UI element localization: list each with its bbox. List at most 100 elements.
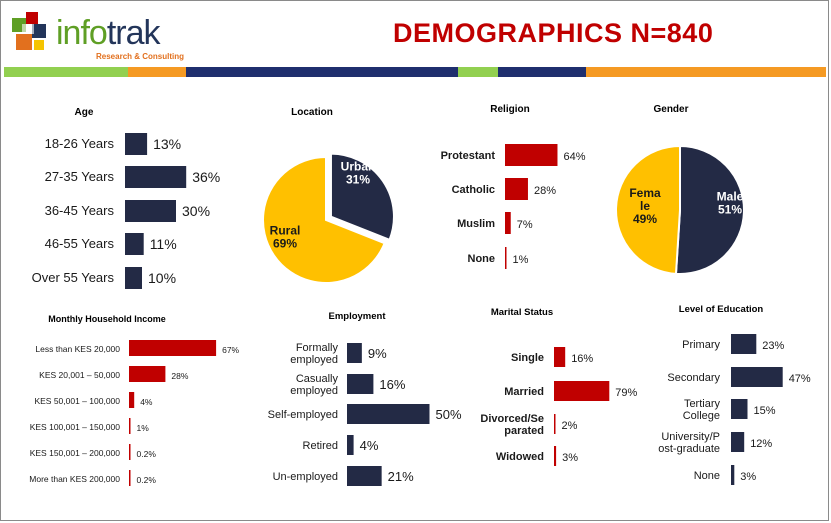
chart-title: Age (75, 107, 94, 118)
category-label: Divorced/Se parated (480, 413, 544, 437)
pie-label: Urban 31% (341, 160, 376, 187)
infotrak-logo-icon (12, 12, 46, 50)
pie-slice (674, 144, 745, 275)
category-label: Primary (682, 339, 720, 351)
bar (731, 334, 757, 354)
data-label: 10% (148, 270, 176, 286)
category-label: Over 55 Years (32, 270, 115, 285)
data-label: 4% (140, 397, 153, 407)
data-label: 1% (137, 423, 150, 433)
data-label: 7% (517, 219, 533, 231)
bar (129, 366, 166, 382)
category-label: None (694, 470, 720, 482)
header-strip-orange-1 (128, 67, 186, 77)
data-label: 21% (388, 469, 414, 484)
category-label: KES 50,001 – 100,000 (34, 396, 120, 406)
header-strip-navy-1 (186, 67, 458, 77)
data-label: 67% (222, 345, 239, 355)
category-label: Self-employed (268, 409, 338, 421)
data-label: 79% (615, 387, 637, 399)
category-label: Secondary (667, 372, 720, 384)
category-label: Un-employed (273, 471, 338, 483)
page-title: DEMOGRAPHICS N=840 (393, 18, 714, 48)
category-label: None (468, 253, 496, 265)
category-label: Married (504, 386, 544, 398)
pie-label: Male 51% (717, 190, 744, 217)
bar (125, 267, 142, 289)
data-label: 3% (740, 471, 756, 483)
data-label: 12% (750, 438, 772, 450)
data-label: 4% (360, 438, 379, 453)
data-label: 64% (563, 151, 585, 163)
pie-label: Rural 69% (270, 224, 301, 251)
bar (129, 444, 131, 460)
category-label: Tertiary College (683, 398, 721, 422)
bar (129, 470, 131, 486)
category-label: Single (511, 352, 544, 364)
category-label: Muslim (457, 218, 495, 230)
bar (731, 432, 745, 452)
data-label: 50% (436, 407, 462, 422)
data-label: 28% (534, 185, 556, 197)
bar (129, 392, 135, 408)
chart-title: Gender (653, 104, 688, 115)
bar (125, 166, 187, 188)
bar (347, 404, 430, 424)
bar (554, 414, 556, 434)
category-label: KES 150,001 – 200,000 (30, 448, 121, 458)
category-label: 18-26 Years (45, 136, 115, 151)
chart-title: Religion (490, 104, 529, 115)
pie-slice (262, 155, 386, 284)
data-label: 16% (571, 353, 593, 365)
bar (125, 133, 148, 155)
bar (505, 178, 528, 200)
data-label: 0.2% (137, 475, 157, 485)
data-label: 15% (754, 405, 776, 417)
bar (731, 465, 735, 485)
data-label: 3% (562, 452, 578, 464)
data-label: 36% (192, 169, 220, 185)
category-label: Casually employed (290, 373, 338, 397)
chart-title: Monthly Household Income (48, 314, 166, 324)
category-label: Formally employed (290, 342, 338, 366)
bar (347, 435, 354, 455)
category-label: More than KES 200,000 (29, 474, 120, 484)
header-strip-orange-2 (586, 67, 826, 77)
category-label: Less than KES 20,000 (35, 344, 120, 354)
brand-part1: info (56, 14, 108, 52)
data-label: 28% (171, 371, 188, 381)
bar (731, 367, 783, 387)
category-label: Retired (303, 440, 338, 452)
bar (554, 446, 557, 466)
pie-label: Fema le 49% (629, 186, 661, 226)
bar (129, 418, 131, 434)
data-label: 1% (513, 254, 529, 266)
bar (505, 144, 558, 166)
chart-title: Level of Education (679, 304, 764, 315)
category-label: Catholic (452, 184, 495, 196)
bar (347, 466, 382, 486)
header-strip-green-1 (4, 67, 128, 77)
category-label: 46-55 Years (45, 236, 115, 251)
data-label: 11% (150, 236, 177, 252)
header-strip-navy-2 (498, 67, 586, 77)
data-label: 2% (562, 420, 578, 432)
data-label: 23% (762, 340, 784, 352)
pie-slice (615, 144, 681, 275)
category-label: Protestant (441, 150, 496, 162)
chart-title: Location (291, 107, 333, 118)
data-label: 47% (789, 373, 811, 385)
pie-slice (329, 152, 395, 242)
brand-part2: trak (106, 14, 161, 52)
bar (505, 247, 507, 269)
header-strip-green-2 (458, 67, 498, 77)
bar (347, 374, 374, 394)
bar (554, 347, 566, 367)
data-label: 13% (153, 136, 181, 152)
brand-name: infotrak (56, 14, 161, 53)
category-label: 27-35 Years (45, 169, 115, 184)
data-label: 16% (379, 377, 405, 392)
bar (347, 343, 362, 363)
